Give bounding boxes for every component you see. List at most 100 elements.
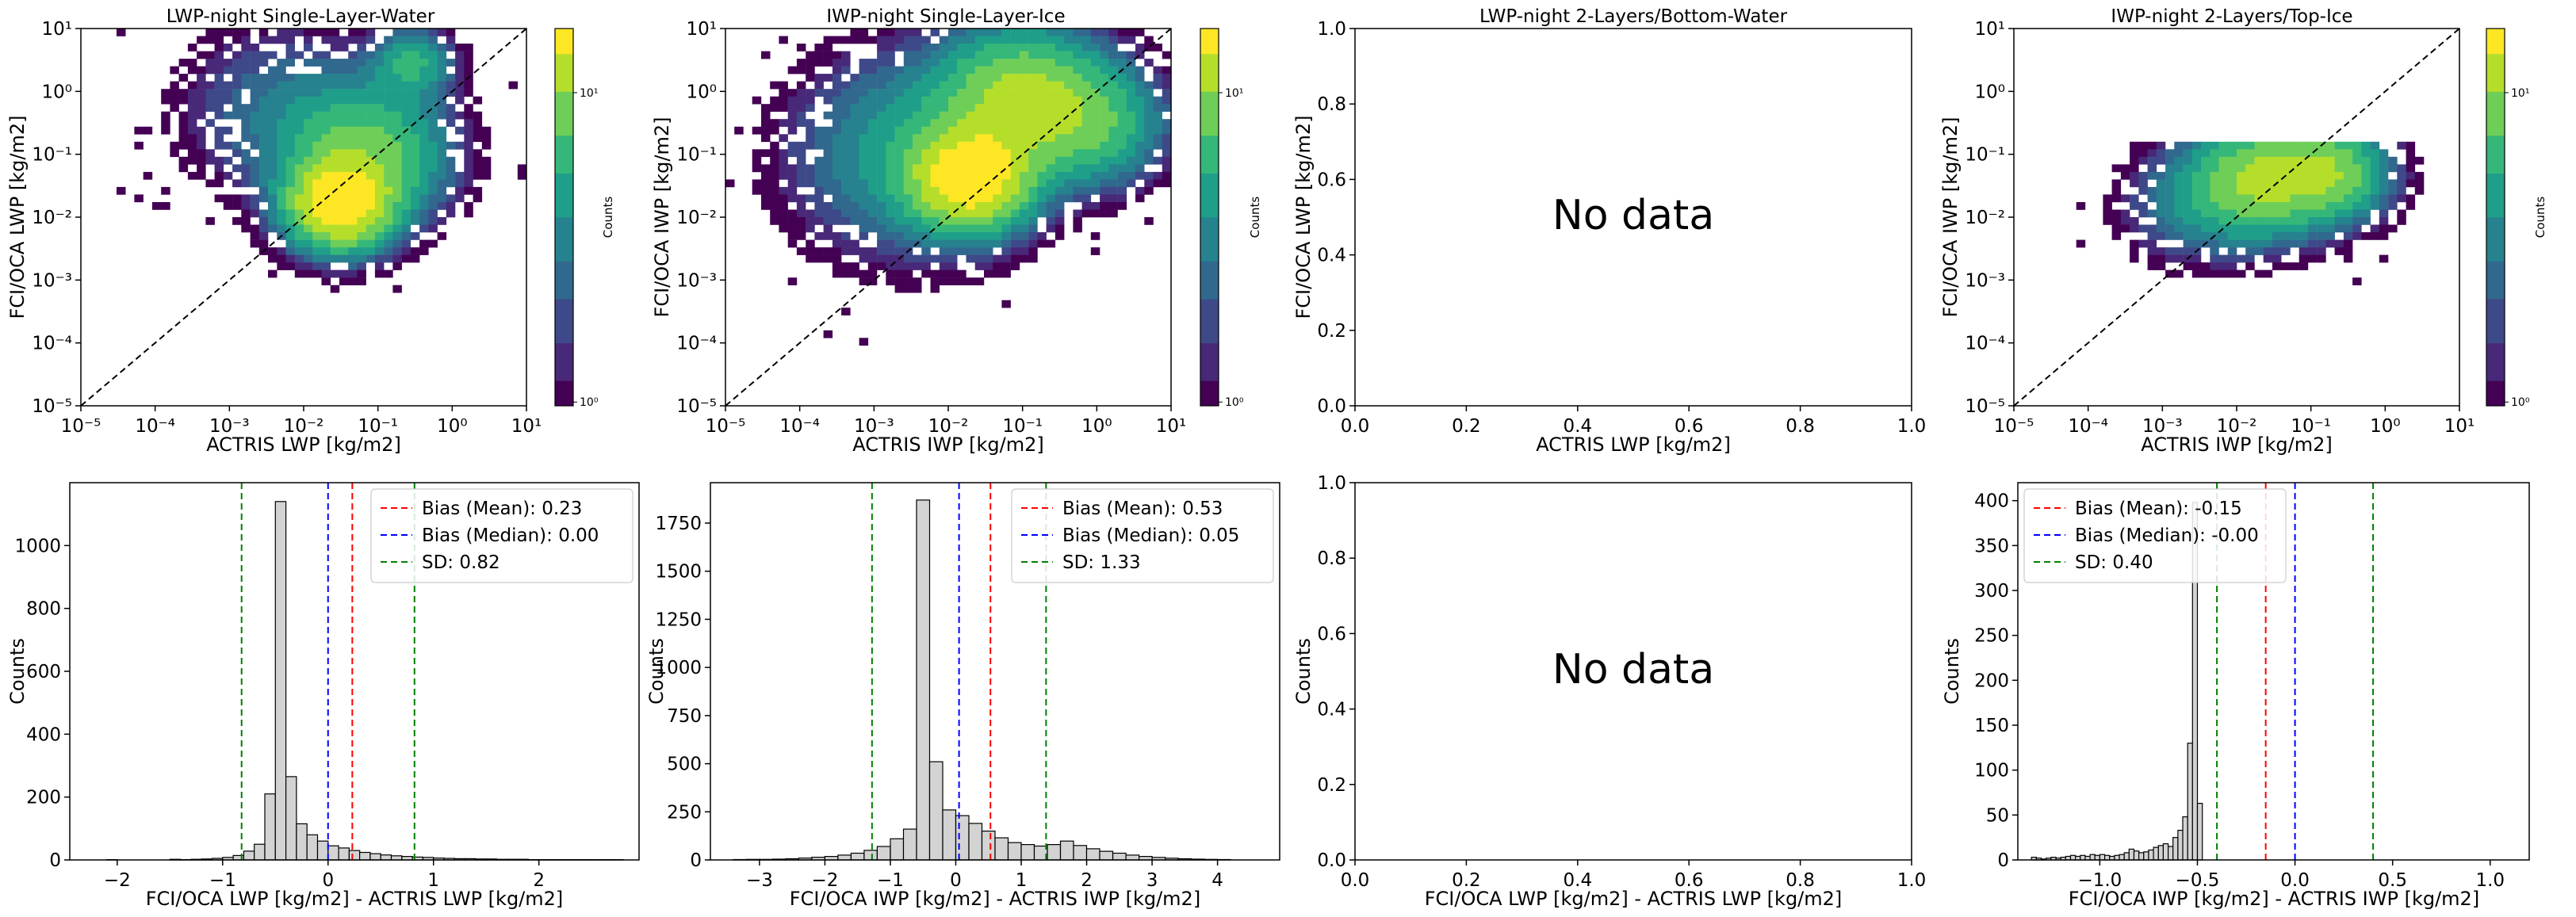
- heatmap-cell: [2165, 156, 2175, 165]
- heatmap-cell: [1028, 194, 1038, 203]
- heatmap-cell: [455, 96, 465, 105]
- heatmap-cell: [357, 119, 366, 127]
- heatmap-cell: [2352, 164, 2362, 173]
- heatmap-cell: [1090, 104, 1100, 112]
- heatmap-cell: [877, 104, 886, 112]
- colorbar-segment: [1200, 374, 1219, 381]
- heatmap-cell: [974, 119, 985, 127]
- heatmap-cell: [850, 29, 859, 36]
- heatmap-cell: [930, 29, 940, 36]
- colorbar-segment: [1200, 380, 1219, 388]
- heatmap-cell: [832, 179, 842, 188]
- heatmap-cell: [939, 149, 949, 158]
- heatmap-cell: [1001, 59, 1011, 67]
- y-tick-label: 10⁻¹: [676, 145, 717, 166]
- heatmap-cell: [841, 179, 851, 188]
- heatmap-cell: [2245, 239, 2255, 248]
- heatmap-cell: [974, 164, 985, 173]
- colorbar-segment: [555, 229, 573, 237]
- y-tick-label: 1250: [655, 609, 702, 630]
- colorbar-segment: [555, 380, 573, 388]
- heatmap-cell: [957, 51, 966, 59]
- heatmap-cell: [984, 51, 993, 59]
- heatmap-cell: [1001, 81, 1011, 90]
- heatmap-cell: [1144, 89, 1154, 97]
- heatmap-cell: [806, 126, 815, 135]
- heatmap-cell: [2174, 186, 2184, 195]
- heatmap-cell: [223, 156, 233, 165]
- heatmap-cell: [1144, 186, 1154, 195]
- heatmap-cell: [1135, 89, 1145, 97]
- heatmap-cell: [2156, 194, 2166, 203]
- heatmap-cell: [796, 156, 806, 165]
- heatmap-cell: [913, 254, 922, 263]
- heatmap-cell: [312, 134, 322, 143]
- heatmap-cell: [921, 254, 931, 263]
- colorbar-segment: [1200, 242, 1219, 250]
- heatmap-cell: [2156, 179, 2166, 188]
- heatmap-cell: [2263, 232, 2273, 240]
- heatmap-cell: [2218, 171, 2228, 180]
- heatmap-cell: [2298, 179, 2309, 188]
- heatmap-cell: [957, 44, 966, 52]
- heatmap-cell: [966, 239, 975, 248]
- heatmap-cell: [921, 134, 931, 143]
- heatmap-cell: [464, 209, 473, 218]
- heatmap-cell: [187, 96, 197, 105]
- heatmap-cell: [1037, 104, 1047, 112]
- heatmap-cell: [348, 66, 358, 75]
- heatmap-cell: [1162, 89, 1172, 97]
- heatmap-cell: [357, 239, 366, 248]
- heatmap-cell: [1073, 126, 1082, 135]
- heatmap-cell: [2307, 194, 2318, 203]
- heatmap-cell: [993, 164, 1002, 173]
- heatmap-cell: [2183, 164, 2193, 173]
- x-tick-label: −0.5: [2176, 870, 2220, 891]
- heatmap-cell: [2156, 156, 2166, 165]
- heatmap-cell: [446, 194, 456, 203]
- heatmap-cell: [823, 141, 833, 150]
- heatmap-cell: [1162, 96, 1172, 105]
- histogram-bar: [243, 850, 255, 861]
- heatmap-cell: [1055, 224, 1065, 233]
- heatmap-cell: [1055, 66, 1065, 75]
- heatmap-cell: [339, 247, 349, 255]
- heatmap-cell: [446, 44, 456, 52]
- heatmap-cell: [250, 239, 260, 248]
- heatmap-cell: [401, 36, 411, 44]
- heatmap-cell: [1100, 59, 1109, 67]
- heatmap-cell: [752, 126, 762, 135]
- histogram-area: −3 −2 −1 0 1 2 3 402505007501000125015001750Bia…: [655, 483, 1274, 891]
- heatmap-cell: [304, 96, 313, 105]
- heatmap-cell: [948, 104, 958, 112]
- histogram-bar: [916, 499, 931, 861]
- heatmap-cell: [214, 96, 224, 105]
- heatmap-cell: [850, 89, 859, 97]
- heatmap-cell: [1081, 104, 1092, 112]
- heatmap-cell: [2254, 164, 2264, 173]
- heatmap-cell: [2406, 202, 2416, 210]
- heatmap-cell: [401, 209, 411, 218]
- heatmap-cell: [348, 96, 358, 105]
- heatmap-cell: [374, 224, 385, 233]
- heatmap-cell: [419, 171, 429, 180]
- heatmap-cell: [1064, 66, 1074, 75]
- heatmap-cell: [2272, 239, 2282, 248]
- heatmap-cell: [258, 29, 269, 36]
- heatmap-cell: [993, 202, 1002, 210]
- heatmap-cell: [796, 141, 806, 150]
- y-tick-label: 10⁻⁵: [676, 396, 717, 417]
- heatmap-cell: [939, 186, 949, 195]
- heatmap-cell: [859, 186, 869, 195]
- heatmap-cell: [913, 277, 922, 285]
- heatmap-cell: [1010, 134, 1020, 143]
- y-tick-label: 10⁻⁵: [1965, 396, 2005, 417]
- x-tick-label: 4: [1211, 870, 1223, 891]
- heatmap-cell: [877, 81, 886, 90]
- heatmap-cell: [1046, 74, 1056, 82]
- heatmap-cell: [1073, 141, 1082, 150]
- x-ticks: 10⁻⁵ 10⁻⁴ 10⁻³ 10⁻² 10⁻¹ 10⁰ 10¹: [61, 406, 542, 437]
- heatmap-cell: [428, 134, 438, 143]
- heatmap-cell: [330, 96, 340, 105]
- heatmap-cell: [241, 156, 251, 165]
